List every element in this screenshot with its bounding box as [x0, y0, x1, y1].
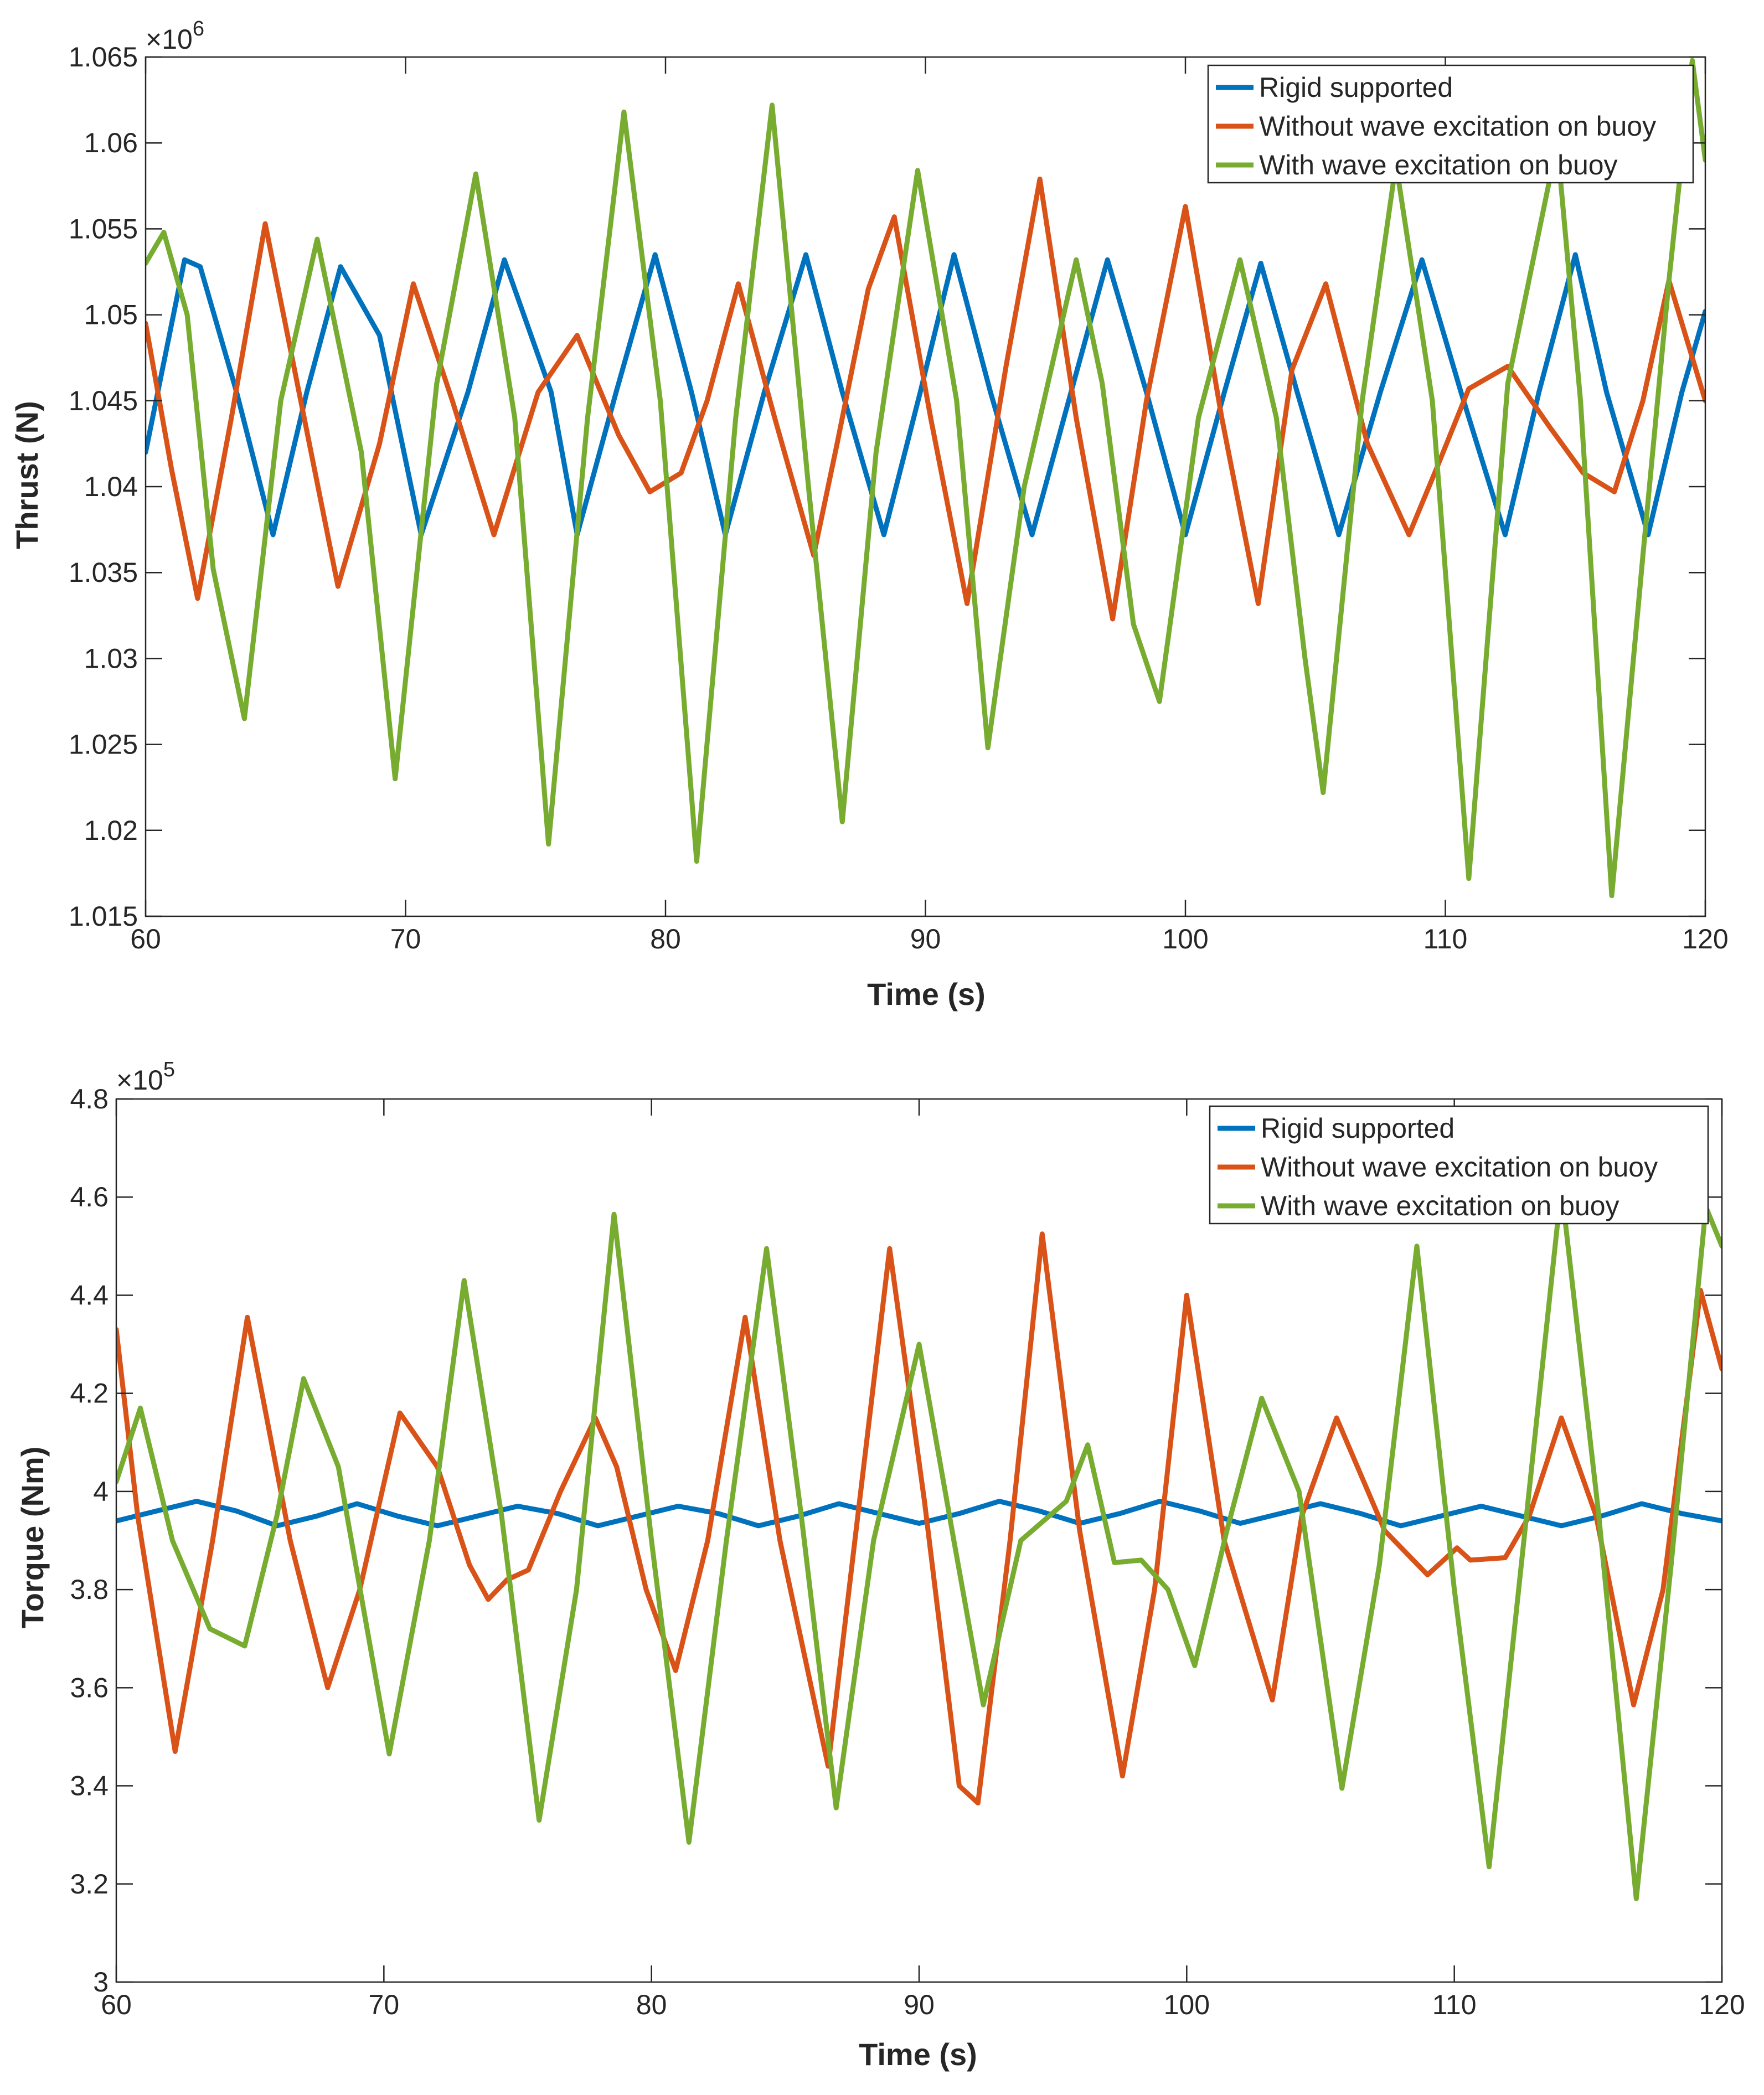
thrust-legend-label-with-wave-excitation-on-buoy: With wave excitation on buoy [1259, 149, 1618, 180]
torque-x-tick-label: 60 [101, 1989, 132, 2020]
thrust-x-tick-label: 90 [910, 923, 941, 954]
thrust-chart: Thrust (N) Time (s) ×106 60 70 80 90 100 110 1… [9, 17, 1729, 1012]
torque-y-axis-label: Torque (Nm) [15, 1447, 50, 1629]
thrust-y-tick-label: 1.065 [69, 42, 138, 73]
torque-legend-label-without-wave-excitation-on-buoy: Without wave excitation on buoy [1261, 1152, 1658, 1183]
torque-series-with-wave-excitation-on-buoy [116, 1185, 1722, 1901]
thrust-legend-label-without-wave-excitation-on-buoy: Without wave excitation on buoy [1259, 111, 1656, 142]
torque-y-tick-label: 3.8 [70, 1574, 109, 1605]
thrust-y-axis-label: Thrust (N) [9, 401, 44, 549]
thrust-y-tick-label: 1.06 [84, 127, 138, 158]
thrust-exponent-label: ×106 [146, 17, 204, 55]
torque-series-group [116, 1185, 1722, 1901]
torque-exponent-base: ×10 [116, 1065, 163, 1096]
thrust-y-tick-label: 1.035 [69, 557, 138, 588]
torque-exponent-power: 5 [163, 1058, 175, 1081]
torque-series-rigid-supported [116, 1499, 1722, 1529]
torque-y-tick-label: 4.2 [70, 1378, 109, 1409]
thrust-series-with-wave-excitation-on-buoy [146, 58, 1705, 899]
torque-series-without-wave-excitation-on-buoy [116, 1231, 1722, 1806]
torque-y-tick-label: 3.6 [70, 1672, 109, 1703]
thrust-x-axis-label: Time (s) [867, 977, 986, 1012]
torque-y-tick-label: 4 [93, 1476, 109, 1507]
torque-x-tick-label: 110 [1432, 1989, 1477, 2020]
thrust-x-tick-label: 70 [390, 923, 421, 954]
torque-y-tick-label: 3.4 [70, 1771, 109, 1802]
torque-x-tick-label: 70 [369, 1989, 400, 2020]
thrust-y-tick-label: 1.045 [69, 385, 138, 416]
thrust-exponent-base: ×10 [146, 24, 193, 55]
thrust-y-tick-label: 1.055 [69, 213, 138, 244]
torque-y-tick-label: 3 [93, 1967, 109, 1998]
torque-legend-box [1209, 1105, 1709, 1225]
thrust-y-tick-label: 1.05 [84, 300, 138, 331]
thrust-exponent-power: 6 [193, 17, 204, 40]
thrust-x-tick-label: 120 [1682, 923, 1728, 954]
torque-exponent-label: ×105 [116, 1058, 175, 1096]
thrust-x-tick-label: 110 [1423, 923, 1468, 954]
torque-y-tick-label: 4.8 [70, 1083, 109, 1114]
thrust-legend-label-rigid-supported: Rigid supported [1259, 72, 1453, 103]
torque-y-tick-label: 4.4 [70, 1279, 109, 1310]
thrust-y-tick-label: 1.025 [69, 729, 138, 760]
thrust-y-tick-label: 1.03 [84, 643, 138, 674]
thrust-series-without-wave-excitation-on-buoy [146, 176, 1705, 622]
torque-chart: Torque (Nm) Time (s) ×105 60 70 80 90 100 110… [15, 1058, 1745, 2072]
torque-legend-label-with-wave-excitation-on-buoy: With wave excitation on buoy [1261, 1190, 1619, 1221]
torque-y-tick-label: 4.6 [70, 1181, 109, 1212]
torque-x-axis-label: Time (s) [859, 2037, 977, 2072]
thrust-x-tick-label: 100 [1162, 923, 1208, 954]
thrust-x-tick-label: 80 [650, 923, 681, 954]
torque-x-tick-label: 90 [904, 1989, 935, 2020]
torque-x-tick-label: 120 [1699, 1989, 1745, 2020]
thrust-legend: Rigid supported Without wave excitation o… [1207, 64, 1694, 184]
thrust-x-tick-label: 60 [130, 923, 161, 954]
thrust-y-tick-label: 1.015 [69, 901, 138, 932]
thrust-y-tick-label: 1.02 [84, 815, 138, 846]
thrust-series-group [146, 58, 1705, 899]
thrust-legend-box [1207, 64, 1694, 184]
torque-x-tick-label: 100 [1164, 1989, 1210, 2020]
thrust-series-rigid-supported [146, 252, 1705, 538]
torque-legend-label-rigid-supported: Rigid supported [1261, 1113, 1454, 1144]
thrust-y-tick-label: 1.04 [84, 471, 138, 502]
torque-legend: Rigid supported Without wave excitation o… [1209, 1105, 1709, 1225]
torque-x-tick-label: 80 [636, 1989, 667, 2020]
torque-y-tick-label: 3.2 [70, 1869, 109, 1900]
